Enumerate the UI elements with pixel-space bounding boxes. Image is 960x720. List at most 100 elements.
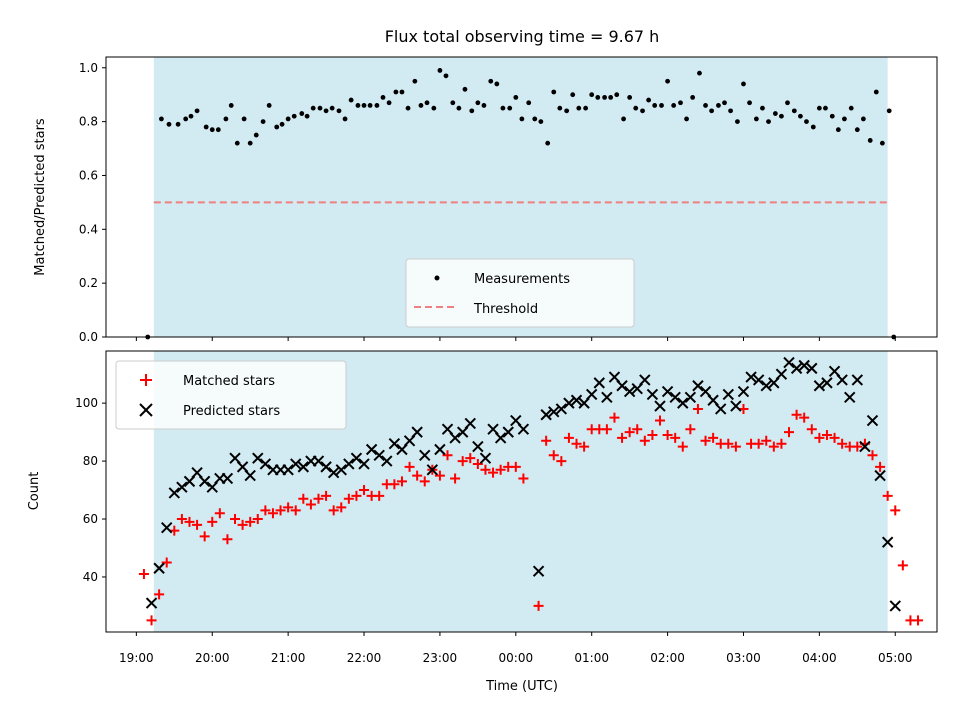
matched-star-point [343, 493, 354, 504]
predicted-star-point [585, 388, 598, 401]
x-axis-label: Time (UTC) [485, 679, 558, 694]
measurement-point [557, 105, 563, 111]
predicted-star-point [593, 377, 605, 389]
measurement-point [475, 100, 481, 106]
measurement-point [380, 94, 386, 100]
matched-star-point [472, 458, 483, 469]
matched-star-point [184, 516, 195, 527]
measurement-point [848, 105, 854, 111]
matched-stars-points [138, 403, 924, 626]
measurement-point [614, 92, 620, 98]
matched-star-point [821, 430, 832, 441]
matched-star-point [260, 505, 271, 516]
predicted-stars-points [145, 356, 901, 612]
predicted-star-point [373, 449, 385, 461]
predicted-star-point [244, 469, 256, 482]
top-y-tick-label: 0.4 [79, 222, 98, 236]
predicted-star-point [350, 452, 363, 464]
legend-threshold-label: Threshold [473, 302, 538, 317]
bottom-x-tick-label: 22:00 [347, 651, 382, 665]
matched-star-point [214, 508, 225, 519]
measurement-point [431, 105, 437, 111]
measurement-point [488, 78, 494, 84]
top-y-ticks: 0.0 0.2 0.4 0.6 0.8 1.0 [79, 61, 106, 344]
measurement-point [671, 103, 677, 108]
measurement-point [443, 73, 449, 79]
measurement-point [209, 127, 215, 133]
measurement-point [304, 113, 310, 119]
matched-star-point [176, 514, 187, 525]
matched-star-point [495, 464, 506, 475]
predicted-star-point [661, 385, 674, 398]
predicted-star-point [540, 409, 552, 421]
measurement-point [513, 94, 519, 100]
measurement-point [703, 103, 708, 108]
matched-star-point [313, 493, 324, 504]
measurement-point [175, 121, 181, 127]
matched-star-point [412, 470, 423, 481]
measurement-point [627, 94, 633, 100]
measurement-point [481, 103, 487, 108]
bottom-x-tick-label: 20:00 [195, 651, 230, 665]
matched-star-point [359, 485, 370, 496]
matched-star-point [761, 435, 772, 446]
predicted-star-point [798, 359, 810, 372]
matched-star-point [723, 438, 734, 449]
predicted-star-point [411, 426, 423, 438]
measurement-point [329, 105, 335, 111]
matched-star-point [192, 519, 203, 530]
matched-star-point [624, 427, 635, 438]
predicted-star-point [494, 432, 507, 444]
matched-star-point [252, 514, 263, 525]
measurement-point [405, 105, 411, 111]
bottom-x-ticks: 19:00 20:00 21:00 22:00 23:00 00:00 01:00 02:00… [119, 632, 913, 665]
measurement-point [678, 100, 683, 106]
predicted-star-point [259, 458, 272, 470]
bottom-y-ticks: 40 60 80 100 [75, 396, 106, 584]
measurement-point [753, 116, 759, 122]
matched-star-point [434, 470, 445, 481]
measurement-points [145, 68, 897, 340]
top-y-tick-label: 0.2 [79, 276, 98, 290]
chart-title: Flux total observing time = 9.67 h [385, 27, 660, 46]
bottom-y-tick-label: 40 [83, 570, 98, 584]
measurement-point [545, 140, 551, 146]
legend-measurements-label: Measurements [474, 272, 570, 287]
predicted-star-point [654, 400, 666, 412]
bottom-y-tick-label: 100 [75, 396, 98, 410]
predicted-star-point [555, 403, 568, 415]
matched-star-point [146, 615, 157, 626]
matched-star-point [154, 589, 165, 600]
top-axes-frame [105, 56, 938, 338]
measurement-point [867, 138, 873, 143]
top-legend: Measurements Threshold [405, 258, 635, 328]
measurement-point [760, 105, 765, 111]
predicted-star-point [312, 455, 325, 467]
measurement-point [652, 103, 658, 108]
measurement-point [570, 92, 576, 98]
matched-star-point [510, 461, 521, 472]
measurement-point [494, 81, 500, 87]
matched-star-point [632, 424, 643, 435]
predicted-star-point [821, 377, 833, 389]
predicted-star-point [161, 522, 173, 534]
matched-star-point [450, 473, 461, 484]
matched-star-point [245, 516, 256, 527]
matched-star-point [579, 441, 590, 452]
matched-star-point [670, 432, 681, 443]
measurement-point [253, 132, 259, 138]
matched-star-point [351, 490, 362, 501]
matched-star-point [647, 430, 658, 441]
measurement-point [159, 116, 164, 122]
measurement-point [823, 105, 828, 111]
measurement-point [183, 116, 189, 122]
measurement-point [640, 108, 645, 114]
matched-star-point [457, 456, 468, 467]
matched-star-point [563, 432, 574, 443]
matched-star-point [897, 560, 908, 571]
matched-star-point [389, 479, 400, 490]
matched-star-point [617, 432, 628, 443]
predicted-star-point [472, 440, 484, 453]
predicted-star-point [692, 380, 704, 392]
matched-star-point [237, 519, 248, 530]
